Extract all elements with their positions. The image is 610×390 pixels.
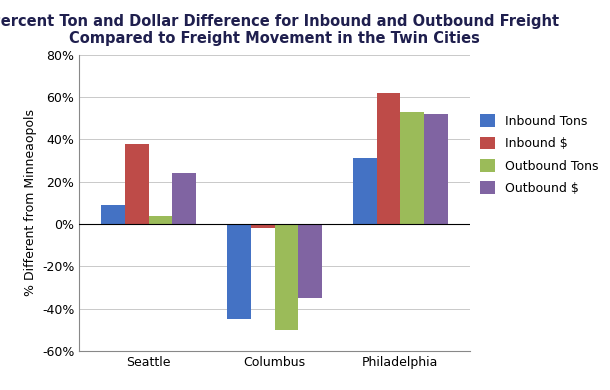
Bar (101, 205, 124, 224)
Bar (251, 224, 274, 228)
Title: Percent Ton and Dollar Difference for Inbound and Outbound Freight
Compared to F: Percent Ton and Dollar Difference for In… (0, 14, 559, 46)
Bar (298, 224, 322, 298)
Bar (124, 144, 149, 224)
Legend: Inbound Tons, Inbound $, Outbound Tons, Outbound $: Inbound Tons, Inbound $, Outbound Tons, … (480, 114, 598, 195)
Bar (353, 158, 376, 224)
Bar (400, 112, 425, 224)
Bar (376, 93, 400, 224)
Bar (149, 216, 173, 224)
Bar (227, 224, 251, 319)
Y-axis label: % Different from Minneaopols: % Different from Minneaopols (24, 109, 37, 296)
Bar (274, 224, 298, 330)
Bar (173, 173, 196, 224)
Bar (425, 114, 448, 224)
